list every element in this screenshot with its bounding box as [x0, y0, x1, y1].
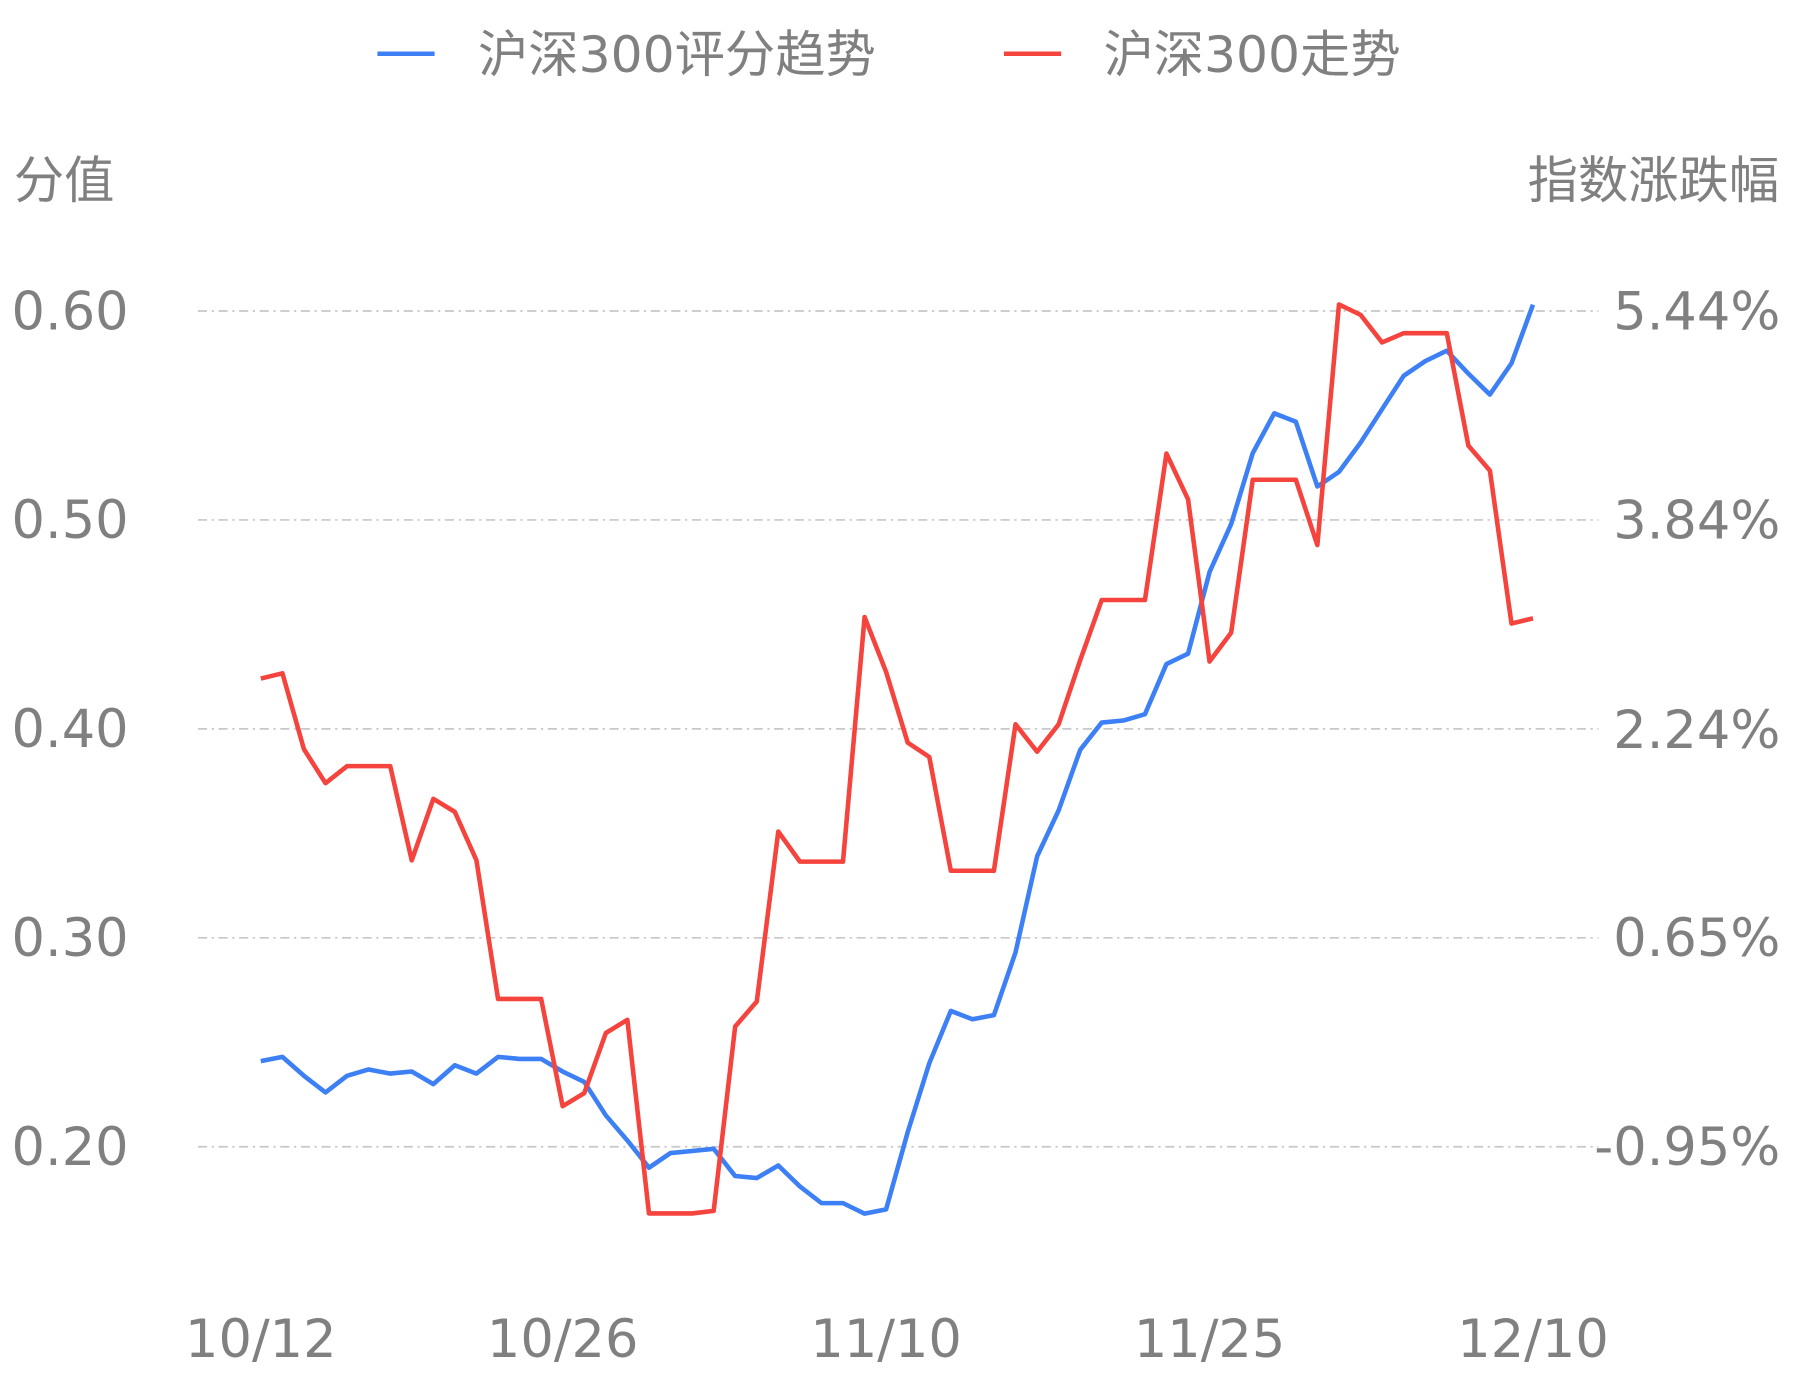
y-axis-right-title: 指数涨跌幅 [1528, 151, 1779, 210]
x-tick-label: 10/12 [185, 1309, 337, 1370]
y-right-tick-label: 2.24% [1613, 700, 1780, 761]
x-tick-label: 11/10 [810, 1309, 962, 1370]
y-right-tick-label: -0.95% [1594, 1117, 1780, 1178]
y-left-tick-label: 0.60 [12, 281, 129, 342]
legend-label-score[interactable]: 沪深300评分趋势 [478, 25, 876, 84]
y-axis-right-ticks: -0.95% 0.65% 2.24% 3.84% 5.44% [1594, 281, 1780, 1178]
y-left-tick-label: 0.20 [12, 1117, 129, 1178]
x-tick-label: 10/26 [487, 1309, 639, 1370]
series-line-score [260, 303, 1536, 1216]
x-tick-label: 12/10 [1457, 1309, 1609, 1370]
x-axis-ticks: 10/12 10/26 11/10 11/25 12/10 [185, 1309, 1609, 1370]
gridlines [197, 310, 1599, 1148]
series-line-index [260, 302, 1534, 1216]
y-right-tick-label: 0.65% [1613, 908, 1780, 969]
legend[interactable]: 沪深300评分趋势 沪深300走势 [377, 25, 1401, 84]
x-tick-label: 11/25 [1134, 1309, 1286, 1370]
legend-label-index[interactable]: 沪深300走势 [1103, 25, 1400, 84]
series-lines [260, 302, 1536, 1216]
y-right-tick-label: 5.44% [1613, 281, 1780, 342]
y-left-tick-label: 0.50 [12, 490, 129, 551]
y-right-tick-label: 3.84% [1613, 491, 1780, 552]
y-axis-left-ticks: 0.20 0.30 0.40 0.50 0.60 [12, 281, 129, 1178]
y-left-tick-label: 0.40 [12, 699, 129, 760]
y-left-tick-label: 0.30 [12, 908, 129, 969]
y-axis-left-title: 分值 [14, 151, 115, 210]
